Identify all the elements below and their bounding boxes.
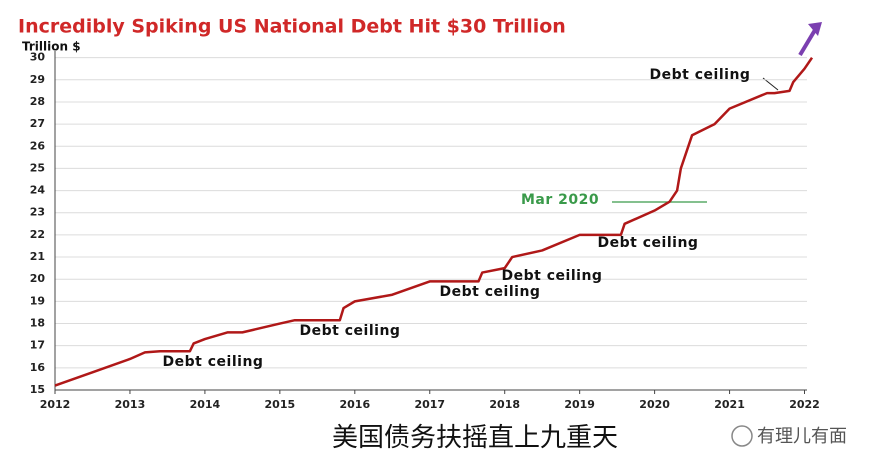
x-tick-label: 2022 [789, 398, 820, 411]
y-tick-label: 28 [30, 95, 45, 108]
chart-title: Incredibly Spiking US National Debt Hit … [18, 16, 566, 38]
y-tick-label: 27 [30, 117, 45, 130]
x-tick-label: 2019 [564, 398, 595, 411]
y-axis-label: Trillion $ [22, 40, 81, 54]
annotation: Debt ceiling [440, 284, 541, 300]
x-tick-label: 2017 [414, 398, 445, 411]
trend-arrow [798, 28, 817, 57]
annotation: Debt ceiling [163, 354, 264, 370]
y-tick-label: 15 [30, 383, 45, 396]
x-tick-label: 2021 [714, 398, 745, 411]
line-series [54, 56, 814, 387]
caption: 美国债务扶摇直上九重天 [332, 423, 618, 452]
x-tick-label: 2014 [190, 398, 221, 411]
annotation: Debt ceiling [502, 268, 603, 284]
watermark: 有理儿有面 [757, 426, 847, 447]
y-tick-label: 23 [30, 206, 45, 219]
x-tick-label: 2012 [40, 398, 71, 411]
x-tick-label: 2015 [265, 398, 296, 411]
annotation: Debt ceiling [650, 67, 751, 83]
annotation: Debt ceiling [598, 235, 699, 251]
x-tick-label: 2020 [639, 398, 670, 411]
watermark-icon [731, 425, 753, 447]
trend-arrow-head [808, 22, 822, 36]
y-tick-label: 21 [30, 250, 45, 263]
y-tick-label: 20 [30, 272, 46, 285]
y-tick-label: 24 [30, 184, 46, 197]
x-tick-label: 2013 [115, 398, 146, 411]
annotation: Mar 2020 [521, 192, 599, 208]
y-tick-label: 29 [30, 73, 45, 86]
x-tick-label: 2018 [489, 398, 520, 411]
y-tick-label: 17 [30, 339, 45, 352]
y-tick-label: 18 [30, 317, 45, 330]
y-tick-label: 22 [30, 228, 45, 241]
y-tick-label: 26 [30, 139, 46, 152]
y-tick-label: 19 [30, 294, 45, 307]
y-tick-label: 25 [30, 161, 45, 174]
annotation: Debt ceiling [300, 323, 401, 339]
y-tick-label: 30 [30, 51, 46, 64]
y-tick-label: 16 [30, 361, 46, 374]
x-tick-label: 2016 [339, 398, 370, 411]
